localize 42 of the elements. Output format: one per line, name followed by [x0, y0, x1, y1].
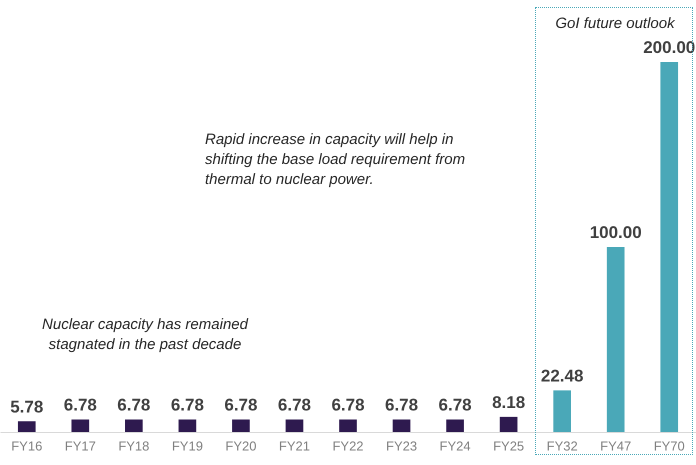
data-label: 6.78	[64, 395, 97, 414]
x-tick-label: FY23	[386, 438, 418, 454]
bar	[178, 419, 196, 432]
data-label: 6.78	[278, 395, 312, 414]
bar	[392, 419, 410, 432]
x-tick-label: FY47	[600, 438, 632, 454]
x-tick-label: FY22	[332, 438, 364, 454]
x-tick-label: FY18	[118, 438, 150, 454]
bar	[18, 421, 36, 432]
data-label: 6.78	[384, 395, 418, 414]
data-label: 100.00	[590, 223, 642, 242]
x-tick-label: FY32	[546, 438, 578, 454]
bar	[553, 390, 571, 432]
x-tick-label: FY17	[64, 438, 96, 454]
bar	[446, 419, 464, 432]
data-label: 22.48	[540, 366, 584, 386]
bar	[660, 62, 678, 432]
annotation: Nuclear capacity has remained stagnated in the past decade	[42, 316, 249, 353]
text: GoI future outlook	[555, 15, 676, 32]
bar	[500, 416, 518, 432]
x-tick-label: FY21	[278, 438, 310, 454]
x-tick-label: FY25	[493, 438, 524, 454]
x-tick-label: FY20	[225, 438, 256, 454]
data-label: 8.18	[492, 392, 526, 412]
bar	[286, 419, 304, 432]
x-tick-label: FY16	[11, 438, 42, 454]
data-label: 200.00	[643, 38, 696, 57]
x-tick-label: FY24	[440, 438, 471, 454]
bar	[606, 247, 625, 432]
data-label: 6.78	[224, 395, 258, 414]
bar	[125, 419, 143, 432]
x-tick-label: FY70	[654, 438, 685, 454]
annotation: Rapid increase in capacity will help in shifting the base load requirement from thermal to nuclear power.	[205, 131, 466, 188]
bar	[339, 419, 357, 432]
data-label: 6.78	[438, 395, 472, 414]
bar	[232, 419, 250, 432]
data-label: 6.78	[117, 395, 150, 414]
x-tick-label: FY19	[172, 438, 203, 454]
data-label: 6.78	[170, 395, 204, 414]
bar	[71, 419, 90, 432]
data-label: 5.78	[10, 397, 44, 416]
data-label: 6.78	[331, 395, 365, 414]
